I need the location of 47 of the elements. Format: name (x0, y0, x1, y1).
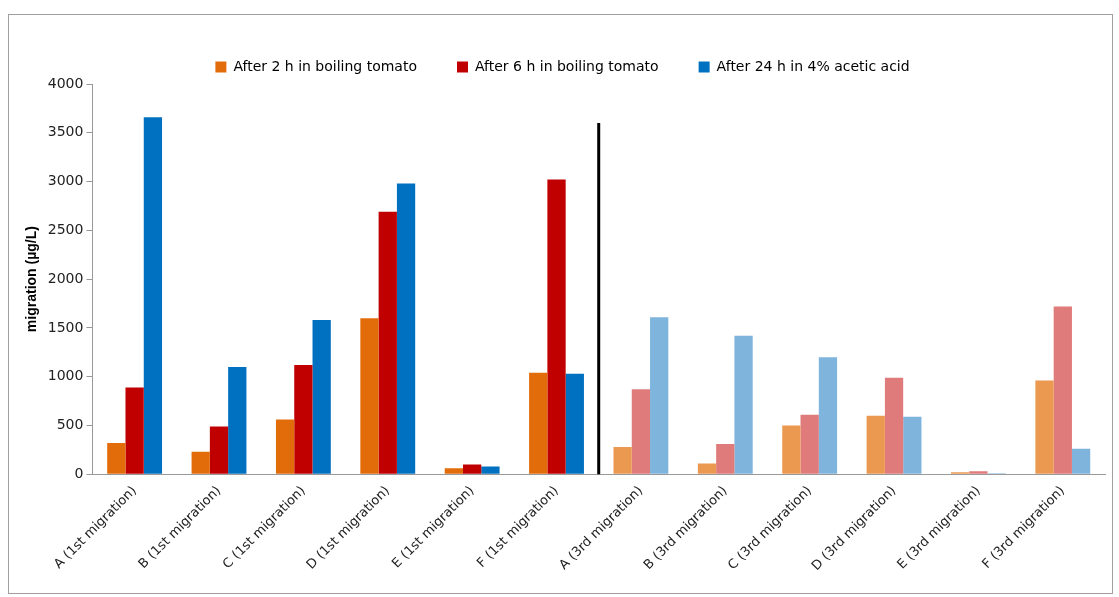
bar (903, 416, 922, 474)
bar (228, 366, 247, 474)
bar (107, 442, 126, 474)
bar (866, 415, 885, 474)
bar (697, 463, 717, 474)
bar (884, 377, 904, 474)
bar (716, 443, 735, 474)
bar (818, 357, 838, 474)
bar (1035, 380, 1054, 474)
bar (800, 414, 819, 474)
y-tick-label: 500 (56, 416, 84, 433)
bar (312, 320, 331, 474)
bar (378, 211, 397, 474)
bar (294, 364, 313, 474)
y-tick-label: 0 (74, 464, 84, 481)
y-tick-label: 1000 (47, 367, 84, 384)
bar (275, 419, 295, 474)
y-tick-label: 3000 (47, 172, 84, 189)
bar (547, 179, 566, 474)
bar (191, 451, 210, 474)
bar (631, 389, 651, 474)
y-axis-title: migration (µg/L) (23, 226, 40, 333)
y-tick-label: 2500 (47, 220, 84, 237)
bar (396, 183, 416, 474)
bar (734, 335, 753, 474)
y-tick-label: 1500 (47, 318, 84, 335)
bar (1071, 448, 1091, 474)
y-tick-label: 3500 (47, 123, 84, 140)
y-tick-label: 2000 (47, 269, 84, 286)
bar (613, 446, 632, 474)
bar (209, 426, 229, 474)
legend-label: After 24 h in 4% acetic acid (716, 57, 910, 74)
bar (481, 466, 500, 474)
bar (143, 117, 163, 474)
bar (782, 425, 801, 474)
bar (529, 372, 548, 474)
bar (565, 373, 584, 474)
bar (650, 317, 669, 474)
legend-label: After 6 h in boiling tomato (475, 57, 659, 74)
bar (1053, 306, 1072, 474)
bar (444, 468, 463, 474)
bar (969, 471, 988, 474)
legend-label: After 2 h in boiling tomato (233, 57, 418, 74)
y-tick-label: 4000 (47, 74, 84, 91)
bar (463, 464, 482, 474)
bar (360, 318, 379, 474)
bar (125, 387, 144, 474)
